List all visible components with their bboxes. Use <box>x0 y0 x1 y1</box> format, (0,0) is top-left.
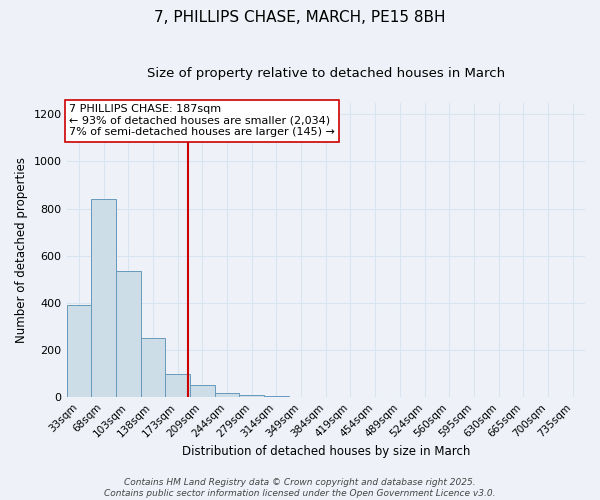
X-axis label: Distribution of detached houses by size in March: Distribution of detached houses by size … <box>182 444 470 458</box>
Bar <box>165 374 190 397</box>
Bar <box>116 271 140 397</box>
Bar <box>264 396 289 397</box>
Text: Contains HM Land Registry data © Crown copyright and database right 2025.
Contai: Contains HM Land Registry data © Crown c… <box>104 478 496 498</box>
Bar <box>239 395 264 397</box>
Text: 7, PHILLIPS CHASE, MARCH, PE15 8BH: 7, PHILLIPS CHASE, MARCH, PE15 8BH <box>154 10 446 25</box>
Bar <box>289 396 313 397</box>
Text: 7 PHILLIPS CHASE: 187sqm
← 93% of detached houses are smaller (2,034)
7% of semi: 7 PHILLIPS CHASE: 187sqm ← 93% of detach… <box>69 104 335 137</box>
Bar <box>67 306 91 397</box>
Title: Size of property relative to detached houses in March: Size of property relative to detached ho… <box>147 68 505 80</box>
Bar <box>91 199 116 397</box>
Y-axis label: Number of detached properties: Number of detached properties <box>15 157 28 343</box>
Bar <box>215 392 239 397</box>
Bar <box>190 386 215 397</box>
Bar <box>140 338 165 397</box>
